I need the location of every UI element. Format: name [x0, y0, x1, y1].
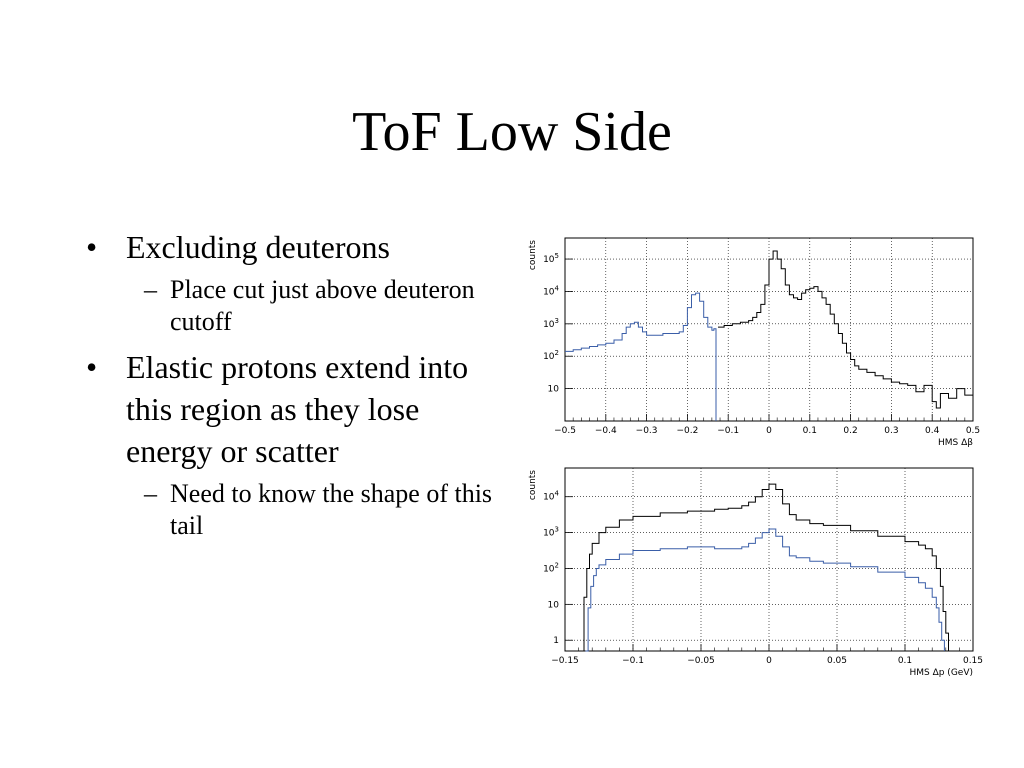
- series-line-1: [581, 483, 949, 652]
- y-tick-label: 104: [543, 284, 559, 297]
- x-tick-label: 0.4: [925, 426, 940, 436]
- x-tick-label: −0.05: [687, 656, 715, 666]
- bullet-dot-icon: •: [86, 349, 98, 385]
- y-tick-label: 105: [543, 252, 559, 265]
- bullet-2-text: Elastic protons extend into this region …: [126, 349, 469, 469]
- x-axis-label: HMS Δp (GeV): [909, 668, 973, 678]
- x-tick-label: 0: [766, 656, 772, 666]
- bullet-2: • Elastic protons extend into this regio…: [86, 346, 506, 472]
- chart-delta-p: −0.15 −0.1 −0.05 0 0.05 0.1 0.15 1 10 102 103 104 HM…: [528, 467, 983, 678]
- x-tick-label: −0.15: [551, 656, 579, 666]
- y-tick-label: 102: [543, 349, 559, 362]
- y-axis-label: counts: [528, 470, 538, 500]
- y-tick-label: 10: [548, 600, 560, 610]
- x-tick-label: −0.1: [717, 426, 739, 436]
- x-tick-label: −0.4: [595, 426, 617, 436]
- x-tick-label: 0.1: [898, 656, 912, 666]
- y-tick-exponent: 4: [555, 490, 560, 498]
- x-tick-label: 0.15: [963, 656, 983, 666]
- y-tick-exponent: 4: [555, 284, 560, 292]
- series-line-2: [565, 292, 717, 421]
- x-axis-label: HMS Δβ: [938, 438, 973, 448]
- y-tick-label: 103: [543, 526, 559, 539]
- sub-bullet-1-1: – Place cut just above deuteron cutoff: [86, 274, 506, 338]
- series-line-1: [718, 250, 974, 409]
- sub-bullet-1-1-text: Place cut just above deuteron cutoff: [170, 275, 475, 336]
- x-tick-label: 0.1: [803, 426, 817, 436]
- chart-delta-beta: −0.5 −0.4 −0.3 −0.2 −0.1 0 0.1 0.2 0.3 0.4 0.5 10 10…: [528, 237, 980, 448]
- y-tick-exponent: 3: [555, 526, 559, 534]
- bullet-list: • Excluding deuterons – Place cut just a…: [86, 226, 506, 550]
- y-tick-label: 103: [543, 317, 559, 330]
- dash-icon: –: [144, 275, 157, 304]
- y-tick-exponent: 2: [555, 349, 559, 357]
- series-line-2: [585, 528, 945, 652]
- x-tick-label: 0: [766, 426, 772, 436]
- x-tick-label: 0.05: [827, 656, 847, 666]
- y-tick-exponent: 2: [555, 561, 559, 569]
- x-tick-label: 0.3: [884, 426, 898, 436]
- y-tick-label: 1: [553, 636, 559, 646]
- y-tick-label: 102: [543, 561, 559, 574]
- y-tick-exponent: 3: [555, 317, 559, 325]
- sub-bullet-2-1-text: Need to know the shape of this tail: [170, 479, 493, 540]
- y-tick-exponent: 5: [555, 252, 559, 260]
- x-tick-label: −0.1: [622, 656, 644, 666]
- x-tick-label: −0.5: [554, 426, 576, 436]
- x-tick-label: 0.5: [966, 426, 980, 436]
- x-tick-label: 0.2: [843, 426, 857, 436]
- y-tick-label: 104: [543, 490, 559, 503]
- y-tick-label: 10: [548, 385, 560, 395]
- slide-title: ToF Low Side: [352, 101, 672, 163]
- dash-icon: –: [144, 479, 157, 508]
- bullet-1-text: Excluding deuterons: [126, 229, 390, 265]
- x-tick-label: −0.2: [676, 426, 698, 436]
- x-tick-label: −0.3: [636, 426, 658, 436]
- sub-bullet-2-1: – Need to know the shape of this tail: [86, 478, 506, 542]
- bullet-dot-icon: •: [86, 229, 98, 265]
- bullet-1: • Excluding deuterons: [86, 226, 506, 268]
- y-axis-label: counts: [528, 240, 538, 270]
